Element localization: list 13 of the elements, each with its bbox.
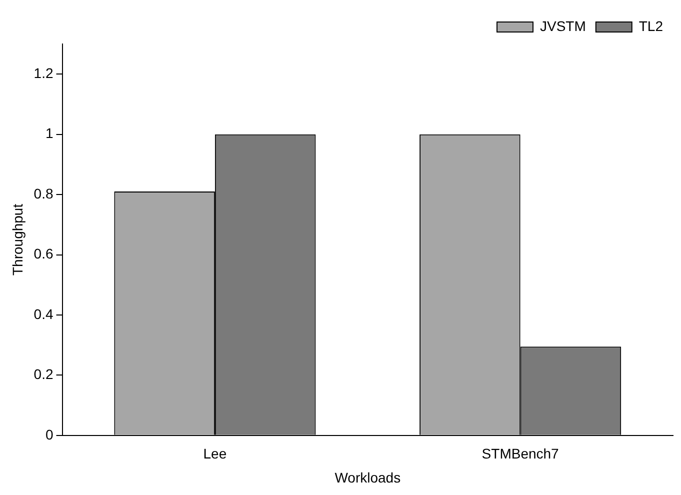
y-tick-label: 0.8: [34, 185, 54, 202]
x-tick-label: STMBench7: [482, 446, 560, 462]
y-tick-label: 1: [45, 125, 54, 142]
x-axis-title: Workloads: [334, 469, 401, 486]
y-tick-label: 1.2: [34, 64, 54, 81]
legend-label: JVSTM: [540, 18, 586, 34]
legend-label: TL2: [638, 18, 664, 34]
y-tick-label: 0: [45, 426, 54, 442]
y-tick-label: 0.4: [34, 306, 54, 322]
y-axis-title: Throughput: [9, 204, 26, 276]
y-tick-label: 0.2: [34, 366, 54, 382]
y-tick-label: 0.6: [34, 246, 54, 262]
x-tick-label: Lee: [203, 446, 227, 462]
